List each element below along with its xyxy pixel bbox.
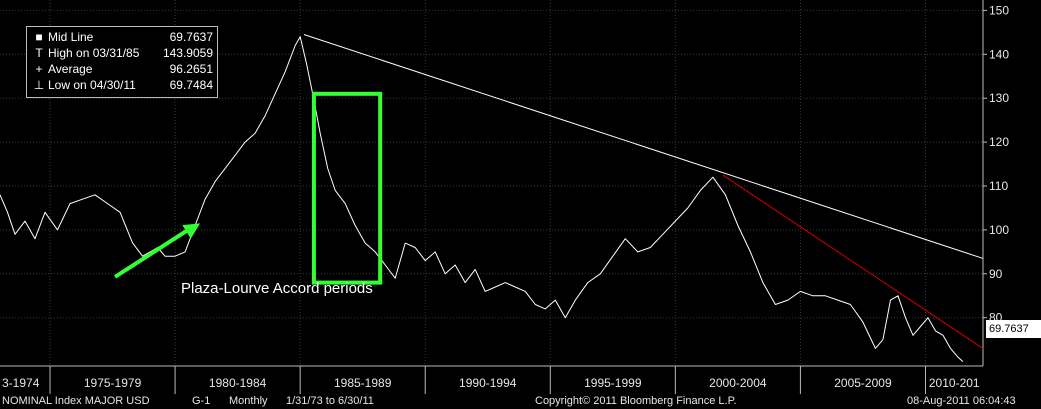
legend-low-marker-icon: ⊥: [33, 78, 45, 92]
y-tick-label: 120: [989, 135, 1009, 149]
footer-range: 1/31/73 to 6/30/11: [286, 395, 374, 407]
y-tick-label: 140: [989, 47, 1009, 61]
footer-timestamp: 08-Aug-2011 06:04:43: [907, 395, 1016, 407]
footer-index: NOMINAL Index MAJOR USD: [2, 395, 150, 407]
x-period-label: 1995-1999: [584, 376, 642, 390]
legend-value-low: 69.7484: [169, 78, 213, 92]
y-tick-label: 100: [989, 223, 1009, 237]
last-price-badge: 69.7637: [986, 320, 1041, 338]
footer-bar: NOMINAL Index MAJOR USD G-1 Monthly 1/31…: [0, 394, 1041, 409]
y-tick-label: 90: [989, 267, 1003, 281]
legend-average-marker-icon: +: [35, 62, 43, 76]
legend-label-average: Average: [48, 62, 93, 76]
series-line-mid: [0, 36, 964, 362]
x-period-label: 2005-2009: [834, 376, 892, 390]
x-period-label: 1975-1979: [84, 376, 142, 390]
arrow-head-icon: [182, 223, 201, 239]
x-period-label: 2010-201: [929, 376, 980, 390]
x-period-label: 1985-1989: [334, 376, 392, 390]
legend-row-mid-line: ■ Mid Line 69.7637: [33, 29, 213, 45]
legend-value-high: 143.9059: [162, 46, 213, 60]
trend-line-white: [303, 34, 984, 259]
footer-frequency: Monthly: [229, 395, 268, 407]
legend-label-high: High on 03/31/85: [48, 46, 140, 60]
trend-line-red: [722, 174, 984, 349]
footer-copyright: Copyright© 2011 Bloomberg Finance L.P.: [535, 395, 737, 407]
legend-square-icon: ■: [35, 30, 43, 44]
legend-value-average: 96.2651: [169, 62, 213, 76]
legend-label-low: Low on 04/30/11: [48, 78, 136, 92]
highlight-box: [311, 91, 383, 285]
footer-chart-id: G-1: [192, 395, 211, 407]
annotation-plaza-lourve: Plaza-Lourve Accord periods: [181, 280, 373, 297]
y-tick-label: 130: [989, 91, 1009, 105]
legend-high-marker-icon: T: [35, 46, 43, 60]
x-period-label: 1990-1994: [459, 376, 517, 390]
x-period-label: 2000-2004: [709, 376, 767, 390]
chart-legend: ■ Mid Line 69.7637 T High on 03/31/85 14…: [26, 26, 218, 98]
y-tick-label: 110: [989, 179, 1008, 193]
x-period-label: 1980-1984: [209, 376, 267, 390]
legend-row-high: T High on 03/31/85 143.9059: [33, 45, 213, 61]
legend-row-low: ⊥ Low on 04/30/11 69.7484: [33, 77, 213, 93]
legend-value-mid-line: 69.7637: [169, 30, 213, 44]
y-tick-label: 150: [989, 3, 1009, 17]
arrow-shaft: [113, 225, 194, 279]
x-period-label: 3-1974: [2, 376, 40, 390]
legend-label-mid-line: Mid Line: [48, 30, 94, 44]
legend-row-average: + Average 96.2651: [33, 61, 213, 77]
